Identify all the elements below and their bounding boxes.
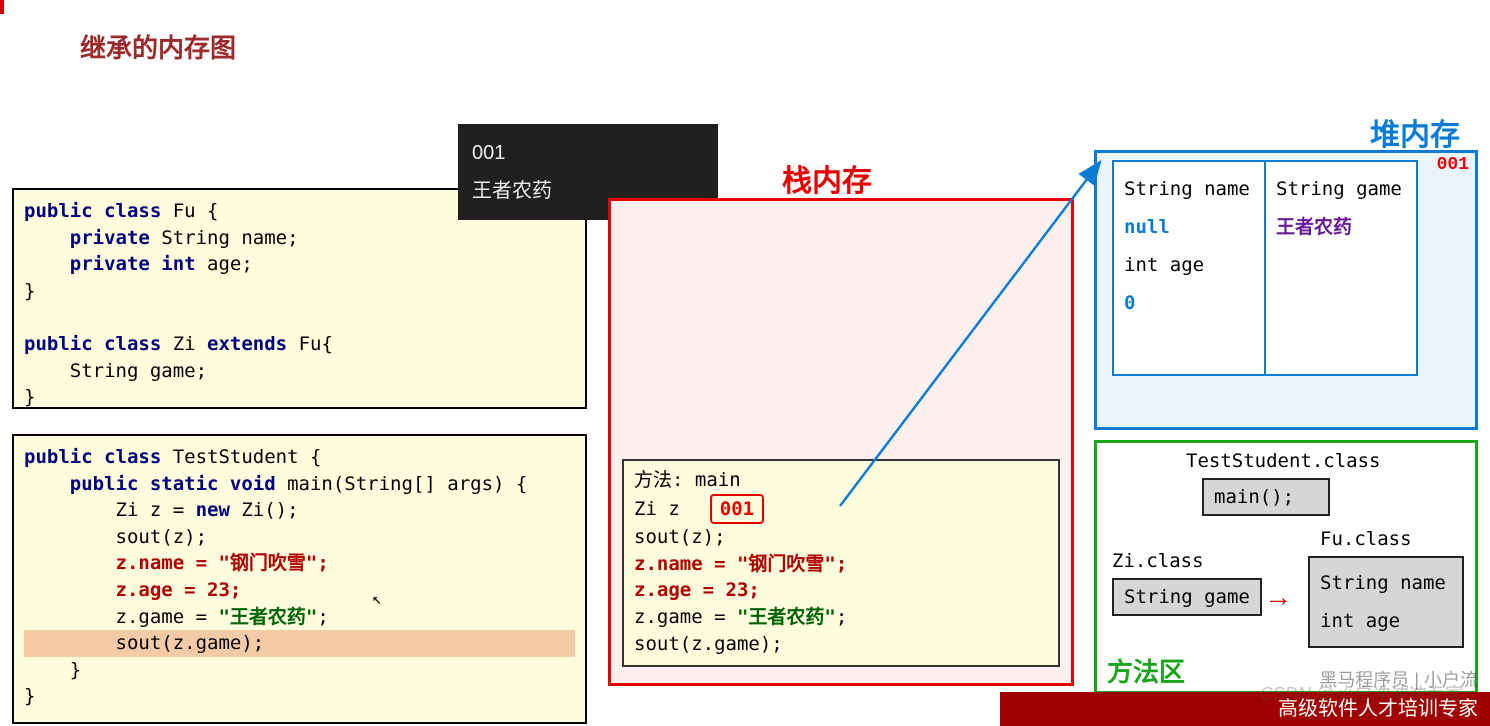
heap-object: String name null int age 0 String game 王…	[1112, 160, 1418, 376]
heap-label: 堆内存	[1370, 110, 1460, 154]
kw: public	[24, 200, 93, 222]
tooltip-line1: 001	[472, 134, 704, 172]
heap-addr: 001	[1437, 155, 1469, 175]
inherit-arrow-icon: →	[1270, 584, 1287, 615]
fu-class-box: String name int age	[1308, 556, 1464, 648]
zi-class-label: Zi.class	[1112, 550, 1204, 572]
code-box-test: public class TestStudent { public static…	[12, 434, 587, 724]
stack-label: 栈内存	[782, 156, 872, 200]
page-title: 继承的内存图	[80, 28, 236, 65]
teststudent-class-box: main();	[1202, 478, 1330, 516]
heap-parent-part: String name null int age 0	[1114, 162, 1266, 374]
heap-child-part: String game 王者农药	[1266, 162, 1416, 374]
code-box-classes: public class Fu { private String name; p…	[12, 188, 587, 409]
cursor-icon: ↖	[372, 589, 382, 609]
zi-class-box: String game	[1112, 578, 1262, 616]
watermark: CSDN @小白冲冲冲专家	[1260, 680, 1460, 706]
teststudent-class-label: TestStudent.class	[1186, 450, 1380, 472]
fu-class-label: Fu.class	[1320, 528, 1412, 550]
stack-addr-badge: 001	[710, 494, 764, 525]
method-area-label: 方法区	[1107, 652, 1185, 689]
stack-frame-main: 方法: main Zi z001 sout(z); z.name = "钢门吹雪…	[622, 459, 1060, 667]
highlighted-line: sout(z.game);	[24, 630, 575, 657]
